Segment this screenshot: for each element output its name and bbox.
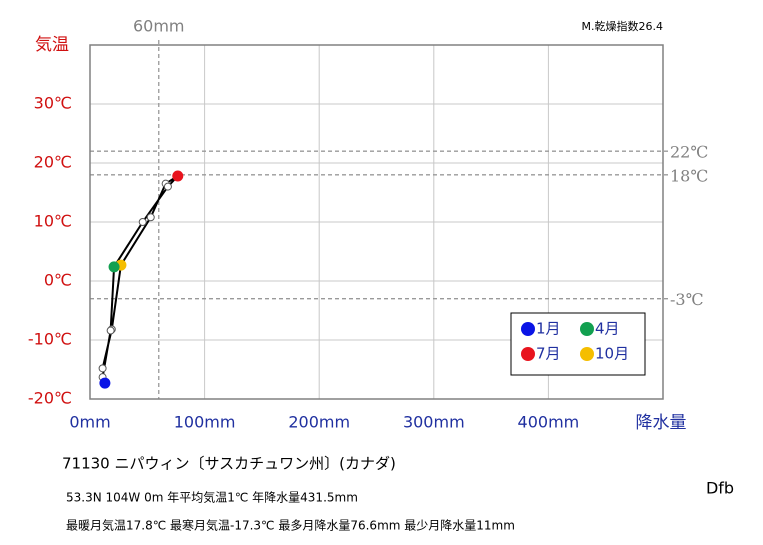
climate-class: Dfb: [706, 479, 734, 498]
x-tick-label: 100mm: [174, 413, 236, 432]
y-tick-label: 30℃: [34, 94, 72, 113]
x-tick-label: 400mm: [518, 413, 580, 432]
reference-label: -3℃: [670, 290, 703, 309]
legend-box: [510, 312, 646, 376]
month-point: [108, 261, 120, 273]
x-tick-label: 0mm: [69, 413, 110, 432]
month-point: [163, 182, 172, 191]
x-axis-label: 降水量: [636, 413, 687, 433]
y-tick-label: -20℃: [28, 389, 72, 408]
station: 71130 ニパウィン〔サスカチュワン州〕(カナダ): [62, 455, 396, 473]
chart-title: M.乾燥指数26.4: [582, 19, 663, 33]
legend-label: 1月: [536, 320, 561, 338]
month-point: [146, 213, 155, 222]
legend-label: 10月: [595, 345, 629, 363]
month-point: [99, 377, 111, 389]
reference-label: 60mm: [133, 17, 185, 36]
x-tick-label: 300mm: [403, 413, 465, 432]
info-line: 最暖月気温17.8℃ 最寒月気温-17.3℃ 最多月降水量76.6mm 最少月降…: [66, 518, 515, 533]
y-axis-label: 気温: [35, 35, 69, 55]
x-tick-label: 200mm: [288, 413, 350, 432]
month-point: [138, 218, 147, 226]
month-point: [106, 326, 115, 335]
month-point: [98, 364, 107, 373]
legend-marker: [580, 322, 594, 336]
info-line: 53.3N 104W 0m 年平均気温1℃ 年降水量431.5mm: [66, 490, 358, 505]
plot-border: [89, 44, 664, 400]
y-tick-label: -10℃: [28, 330, 72, 349]
reference-label: 18℃: [670, 166, 708, 185]
legend-marker: [521, 347, 535, 361]
y-tick-label: 20℃: [34, 153, 72, 172]
legend-label: 4月: [595, 320, 620, 338]
reference-label: 22℃: [670, 143, 708, 162]
legend-marker: [521, 322, 535, 336]
month-point: [172, 170, 184, 182]
legend-label: 7月: [536, 345, 561, 363]
legend-marker: [580, 347, 594, 361]
y-tick-label: 10℃: [34, 212, 72, 231]
y-tick-label: 0℃: [44, 271, 72, 290]
